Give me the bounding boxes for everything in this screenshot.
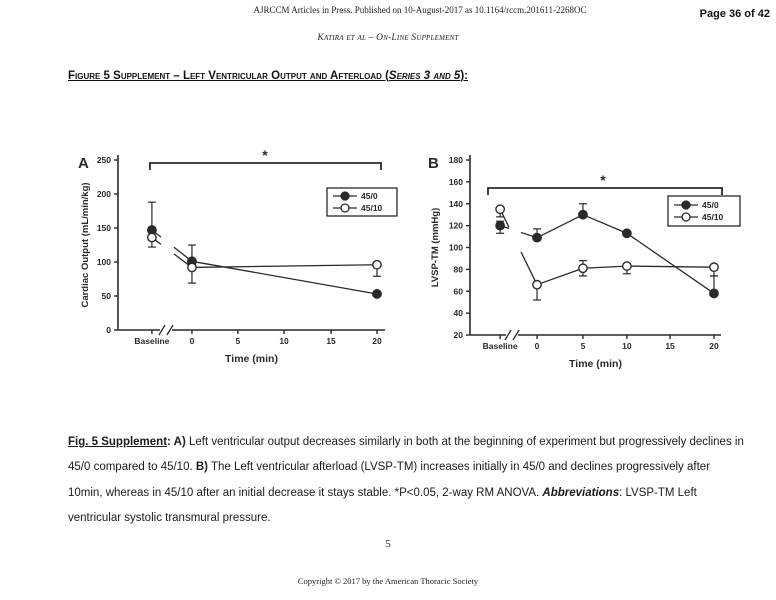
caption-segment: ventricular systolic transmural pressure… bbox=[68, 512, 271, 525]
copyright-line: Copyright © 2017 by the American Thoraci… bbox=[297, 576, 479, 586]
svg-text:250: 250 bbox=[97, 155, 111, 165]
svg-text:180: 180 bbox=[449, 155, 463, 165]
figure-heading: Figure 5 Supplement – Left Ventricular O… bbox=[68, 70, 468, 82]
figure-caption: Fig. 5 Supplement: A) Left ventricular o… bbox=[68, 430, 750, 532]
page-number: 5 bbox=[385, 538, 391, 550]
svg-text:B: B bbox=[428, 155, 439, 172]
caption-segment: The Left ventricular afterload (LVSP-TM)… bbox=[208, 461, 710, 474]
svg-text:Baseline: Baseline bbox=[134, 336, 169, 346]
caption-segment: Left ventricular output decreases simila… bbox=[185, 436, 744, 448]
svg-text:50: 50 bbox=[102, 291, 112, 301]
svg-text:0: 0 bbox=[190, 336, 195, 346]
svg-text:Time (min): Time (min) bbox=[569, 358, 622, 370]
svg-text:Baseline: Baseline bbox=[483, 341, 518, 351]
svg-text:100: 100 bbox=[97, 257, 111, 267]
svg-text:200: 200 bbox=[97, 189, 111, 199]
svg-text:10: 10 bbox=[279, 336, 289, 346]
svg-text:120: 120 bbox=[449, 221, 463, 231]
caption-segment: 10min, whereas in 45/10 after an initial… bbox=[68, 486, 543, 499]
svg-text:100: 100 bbox=[449, 243, 463, 253]
chart-panel-b: B 20 40 60 80 100 120 140 160 180 Baseline 0 5 10 15 20… bbox=[425, 145, 775, 380]
svg-text:*: * bbox=[600, 172, 606, 188]
svg-text:45/0: 45/0 bbox=[361, 191, 378, 201]
caption-segment: Abbreviations bbox=[542, 486, 620, 499]
svg-text:10: 10 bbox=[622, 341, 632, 351]
svg-text:80: 80 bbox=[454, 264, 464, 274]
figure-heading-segment: Figure 5 Supplement – Left Ventricular O… bbox=[68, 70, 389, 82]
svg-text:Cardiac Output (mL/min/kg): Cardiac Output (mL/min/kg) bbox=[80, 182, 91, 307]
svg-text:45/0: 45/0 bbox=[702, 200, 719, 210]
chart-panel-a: A 0 50 100 150 200 250 Baseline 0 5 10 15 20 Time (mi… bbox=[75, 145, 415, 380]
svg-text:60: 60 bbox=[454, 286, 464, 296]
svg-text:160: 160 bbox=[449, 177, 463, 187]
caption-segment: B) bbox=[195, 461, 209, 474]
svg-text:45/10: 45/10 bbox=[361, 203, 383, 213]
svg-text:20: 20 bbox=[372, 336, 382, 346]
svg-text:20: 20 bbox=[709, 341, 719, 351]
figure-heading-segment: ): bbox=[460, 70, 468, 82]
svg-text:Time (min): Time (min) bbox=[225, 353, 278, 365]
caption-segment: Fig. 5 Supplement bbox=[68, 436, 168, 448]
svg-text:A: A bbox=[78, 155, 89, 172]
svg-text:15: 15 bbox=[326, 336, 336, 346]
journal-header: AJRCCM Articles in Press. Published on 1… bbox=[253, 5, 587, 15]
caption-segment: A) bbox=[173, 436, 186, 448]
svg-text:40: 40 bbox=[454, 308, 464, 318]
svg-text:5: 5 bbox=[236, 336, 241, 346]
svg-text:LVSP-TM (mmHg): LVSP-TM (mmHg) bbox=[430, 208, 441, 288]
svg-text:5: 5 bbox=[581, 341, 586, 351]
svg-text:140: 140 bbox=[449, 199, 463, 209]
svg-text:45/10: 45/10 bbox=[702, 212, 724, 222]
svg-text:20: 20 bbox=[454, 330, 464, 340]
svg-text:15: 15 bbox=[665, 341, 675, 351]
svg-text:*: * bbox=[262, 147, 268, 163]
figure-heading-segment: Series 3 and 5 bbox=[388, 70, 461, 82]
running-head: Katira et al – On-Line Supplement bbox=[317, 33, 459, 43]
svg-text:0: 0 bbox=[535, 341, 540, 351]
svg-text:150: 150 bbox=[97, 223, 111, 233]
caption-segment: : LVSP-TM Left bbox=[619, 486, 697, 499]
svg-text:0: 0 bbox=[106, 325, 111, 335]
caption-segment: 45/0 compared to 45/10. bbox=[68, 461, 196, 474]
page-indicator: Page 36 of 42 bbox=[699, 8, 770, 20]
caption-segment: : bbox=[167, 436, 174, 448]
